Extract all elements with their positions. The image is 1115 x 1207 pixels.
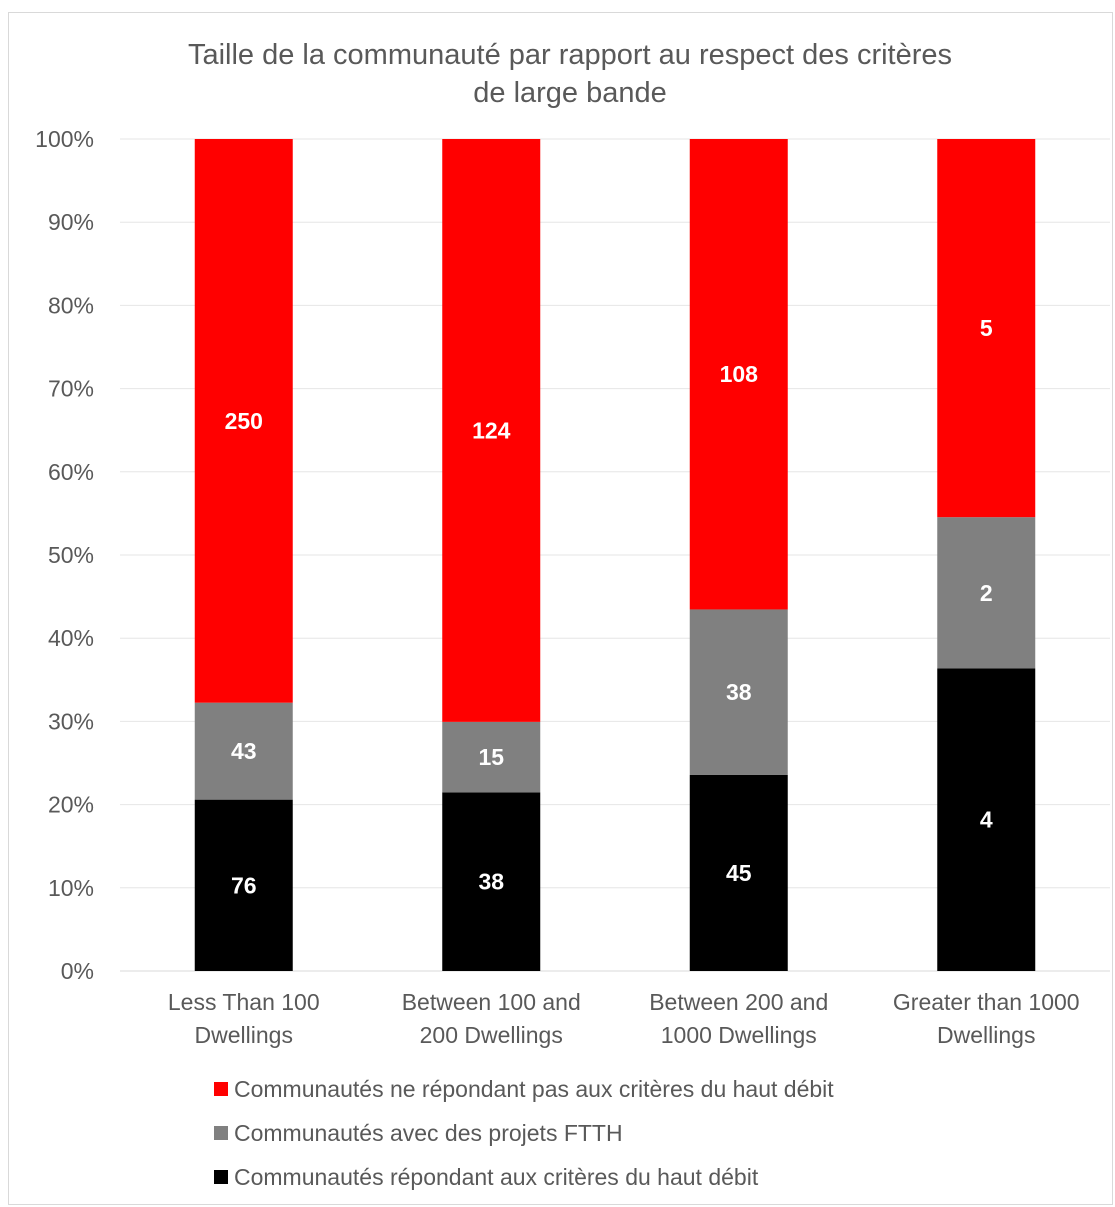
data-label: 5 xyxy=(980,315,993,341)
y-tick-label: 80% xyxy=(48,292,94,318)
bar-segment xyxy=(689,139,788,610)
data-label: 38 xyxy=(726,679,752,705)
legend-label: Communautés ne répondant pas aux critère… xyxy=(234,1075,834,1102)
data-label: 15 xyxy=(478,744,504,770)
category-label: Between 100 and xyxy=(402,989,581,1015)
category-label: 1000 Dwellings xyxy=(661,1022,817,1048)
y-tick-label: 100% xyxy=(35,126,94,152)
data-label: 250 xyxy=(225,408,263,434)
chart-title-line-2: de large bande xyxy=(473,77,667,109)
chart-title: Taille de la communauté par rapport au r… xyxy=(0,36,1115,112)
bar-segment xyxy=(937,517,1036,669)
data-label: 2 xyxy=(980,580,993,606)
category-label: Between 200 and xyxy=(649,989,828,1015)
bar-segment xyxy=(689,774,788,971)
y-tick-label: 90% xyxy=(48,209,94,235)
legend-label: Communautés avec des projets FTTH xyxy=(234,1119,623,1146)
legend: Communautés ne répondant pas aux critère… xyxy=(214,1067,834,1199)
y-tick-label: 20% xyxy=(48,792,94,818)
y-tick-label: 30% xyxy=(48,708,94,734)
bar-segment xyxy=(442,792,541,971)
category-label: Dwellings xyxy=(195,1022,293,1048)
bar-segment xyxy=(194,799,293,971)
category-label: 200 Dwellings xyxy=(420,1022,563,1048)
y-tick-label: 40% xyxy=(48,625,94,651)
legend-item: Communautés avec des projets FTTH xyxy=(214,1111,834,1155)
y-tick-label: 70% xyxy=(48,376,94,402)
plot-area: 0% 10% 20% 30% 40% 50% 60% 70% 80% 90% 100% 76 43 250… xyxy=(35,126,1110,1048)
data-label: 108 xyxy=(720,361,759,387)
chart-frame xyxy=(8,12,1113,1205)
legend-swatch xyxy=(214,1170,228,1184)
legend-swatch xyxy=(214,1126,228,1140)
bar-segment xyxy=(194,702,293,800)
data-label: 124 xyxy=(472,417,511,443)
data-label: 38 xyxy=(478,869,504,895)
bar-segment xyxy=(937,668,1036,971)
bar-segment xyxy=(689,609,788,775)
category-label: Less Than 100 xyxy=(168,989,320,1015)
bar-segment xyxy=(937,139,1036,518)
data-label: 45 xyxy=(726,860,752,886)
y-tick-label: 60% xyxy=(48,459,94,485)
y-tick-label: 10% xyxy=(48,875,94,901)
bar-segment xyxy=(442,721,541,793)
chart-title-line-1: Taille de la communauté par rapport au r… xyxy=(187,39,953,71)
bar-segment xyxy=(442,139,541,722)
bar-segment xyxy=(194,139,293,703)
data-label: 76 xyxy=(231,872,257,898)
legend-label: Communautés répondant aux critères du ha… xyxy=(234,1163,759,1190)
y-tick-label: 0% xyxy=(61,958,94,984)
legend-item: Communautés répondant aux critères du ha… xyxy=(214,1155,834,1199)
category-label: Dwellings xyxy=(937,1022,1035,1048)
category-label: Greater than 1000 xyxy=(893,989,1080,1015)
y-tick-label: 50% xyxy=(48,542,94,568)
data-label: 4 xyxy=(980,807,993,833)
legend-swatch xyxy=(214,1082,228,1096)
data-label: 43 xyxy=(231,738,257,764)
legend-item: Communautés ne répondant pas aux critère… xyxy=(214,1067,834,1111)
